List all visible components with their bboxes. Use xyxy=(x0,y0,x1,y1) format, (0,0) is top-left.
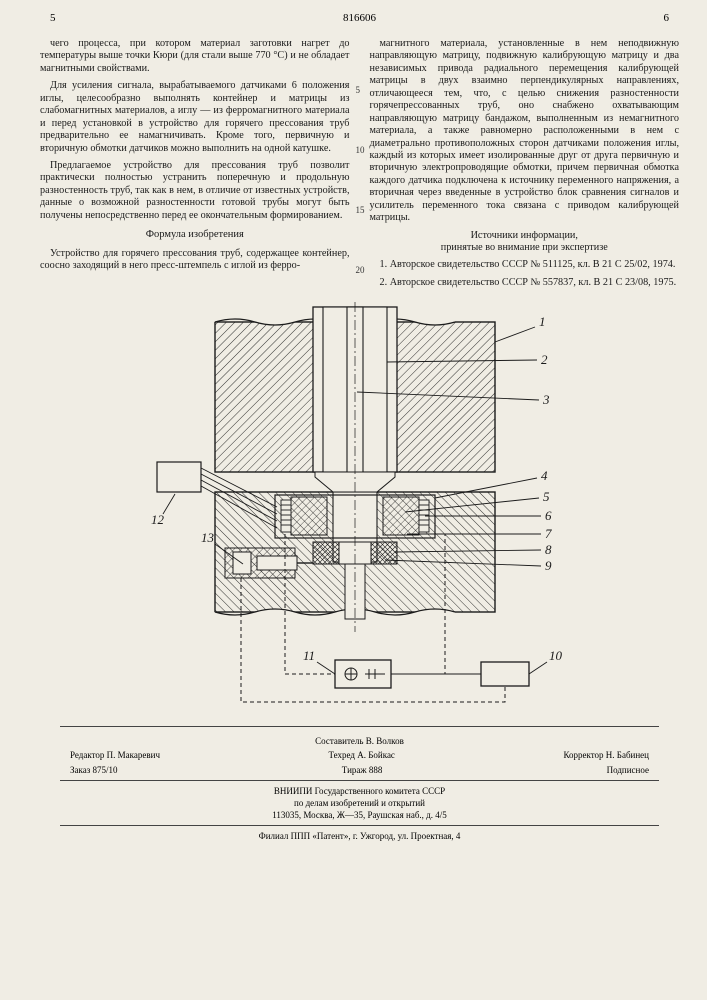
svg-text:10: 10 xyxy=(549,648,563,663)
signature: Подписное xyxy=(607,764,649,776)
editor: Редактор П. Макаревич xyxy=(70,749,160,761)
line-number: 5 xyxy=(356,86,361,95)
page-number-left: 5 xyxy=(50,12,56,24)
svg-text:9: 9 xyxy=(545,558,552,573)
address: Филиал ППП «Патент», г. Ужгород, ул. Про… xyxy=(40,830,679,842)
page-number-right: 6 xyxy=(664,12,670,24)
technical-drawing: 1 2 3 4 5 6 7 8 9 10 11 12 13 xyxy=(85,302,635,722)
order-number: Заказ 875/10 xyxy=(70,764,118,776)
paragraph: чего процесса, при котором материал заго… xyxy=(40,38,350,75)
source-ref: 1. Авторское свидетельство СССР № 511125… xyxy=(370,259,680,271)
amplifier-10 xyxy=(481,662,529,686)
header: 5 816606 6 xyxy=(40,12,679,32)
sources-title: Источники информации, xyxy=(370,230,680,242)
line-number: 10 xyxy=(356,146,365,155)
page: 5 816606 6 чего процесса, при котором ма… xyxy=(0,0,707,1000)
tech-editor: Техред А. Бойкас xyxy=(328,749,394,761)
footer: Составитель В. Волков Редактор П. Макаре… xyxy=(40,735,679,842)
left-column: чего процесса, при котором материал заго… xyxy=(40,38,350,294)
document-number: 816606 xyxy=(343,12,376,24)
line-number: 15 xyxy=(356,206,365,215)
organization: по делам изобретений и открытий xyxy=(40,797,679,809)
svg-text:6: 6 xyxy=(545,508,552,523)
comparator-11 xyxy=(335,660,391,688)
address: 113035, Москва, Ж—35, Раушская наб., д. … xyxy=(40,809,679,821)
svg-text:11: 11 xyxy=(303,648,315,663)
svg-text:5: 5 xyxy=(543,489,550,504)
drawing-svg: 1 2 3 4 5 6 7 8 9 10 11 12 13 xyxy=(85,302,635,722)
svg-text:1: 1 xyxy=(539,314,546,329)
right-column: 5 10 15 20 25 магнитного материала, уста… xyxy=(370,38,680,294)
formula-title: Формула изобретения xyxy=(40,229,350,242)
divider xyxy=(60,825,659,826)
divider xyxy=(60,780,659,781)
svg-text:4: 4 xyxy=(541,468,548,483)
line-number: 20 xyxy=(356,266,365,275)
organization: ВНИИПИ Государственного комитета СССР xyxy=(40,785,679,797)
svg-text:12: 12 xyxy=(151,512,165,527)
circulation: Тираж 888 xyxy=(342,764,383,776)
text-columns: чего процесса, при котором материал заго… xyxy=(40,38,679,294)
divider xyxy=(60,726,659,727)
svg-text:7: 7 xyxy=(545,526,552,541)
paragraph: Для усиления сигнала, вырабатываемого да… xyxy=(40,80,350,155)
svg-text:8: 8 xyxy=(545,542,552,557)
svg-text:13: 13 xyxy=(201,530,215,545)
svg-text:2: 2 xyxy=(541,352,548,367)
compiler: Составитель В. Волков xyxy=(40,735,679,747)
corrector: Корректор Н. Бабинец xyxy=(563,749,649,761)
paragraph: магнитного материала, установленные в не… xyxy=(370,38,680,225)
svg-text:3: 3 xyxy=(542,392,550,407)
source-ref: 2. Авторское свидетельство СССР № 557837… xyxy=(370,277,680,289)
paragraph: Предлагаемое устройство для прессования … xyxy=(40,160,350,222)
sources-subtitle: принятые во внимание при экспертизе xyxy=(370,242,680,254)
paragraph: Устройство для горячего прессования труб… xyxy=(40,248,350,273)
